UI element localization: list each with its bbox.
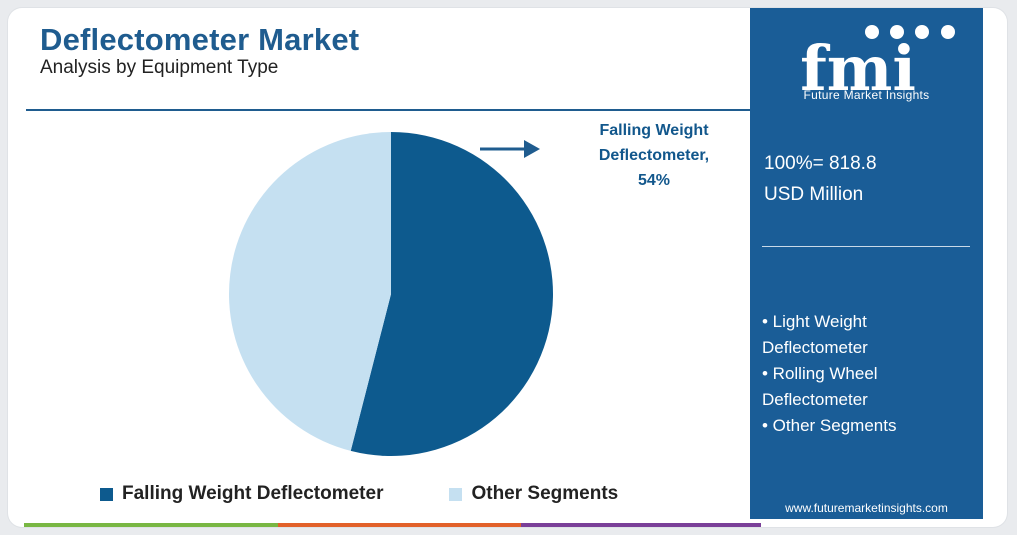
legend-item-other-segments: Other Segments [449, 483, 618, 505]
market-total: 100%= 818.8 USD Million [764, 148, 877, 210]
bottom-bar-green [24, 523, 278, 527]
market-total-value: 100%= 818.8 [764, 153, 877, 174]
panel-divider [762, 246, 970, 247]
other-segments-list: • Light Weight Deflectometer • Rolling W… [762, 309, 896, 439]
summary-panel: fmi Future Market Insights 100%= 818.8 U… [750, 8, 983, 519]
fmi-logo: fmi [800, 25, 955, 105]
chart-legend: Falling Weight Deflectometer Other Segme… [100, 483, 684, 505]
pie-area [8, 8, 758, 527]
annotation-line: 54% [637, 172, 671, 189]
legend-label: Falling Weight Deflectometer [122, 483, 384, 504]
arrow-right-icon [480, 140, 540, 158]
logo-text: fmi [800, 32, 916, 105]
list-item: • Other Segments [762, 416, 897, 435]
bottom-color-bars [24, 523, 761, 527]
logo-caption: Future Market Insights [803, 88, 930, 102]
legend-item-falling-weight: Falling Weight Deflectometer [100, 483, 383, 505]
list-item: Deflectometer [762, 390, 868, 409]
website-link[interactable]: www.futuremarketinsights.com [785, 501, 948, 515]
pie-annotation: Falling Weight Deflectometer, 54% [584, 118, 724, 193]
legend-label: Other Segments [471, 483, 619, 504]
list-item: • Rolling Wheel [762, 364, 878, 383]
bottom-bar-orange [278, 523, 521, 527]
pie-slice-falling-weight-deflectometer [350, 132, 554, 456]
list-item: • Light Weight [762, 312, 867, 331]
chart-title: Deflectometer Market [40, 22, 360, 57]
legend-swatch [449, 487, 463, 501]
header-divider [26, 109, 751, 111]
bottom-bar-purple [521, 523, 761, 527]
list-item: Deflectometer [762, 338, 868, 357]
annotation-line: Falling Weight [599, 122, 709, 139]
pie-chart [229, 132, 554, 456]
legend-swatch [100, 487, 113, 501]
annotation-line: Deflectometer, [598, 147, 710, 164]
chart-subtitle: Analysis by Equipment Type [40, 57, 279, 78]
pie-slice-other-segments [229, 132, 391, 451]
market-total-unit: USD Million [764, 184, 864, 205]
